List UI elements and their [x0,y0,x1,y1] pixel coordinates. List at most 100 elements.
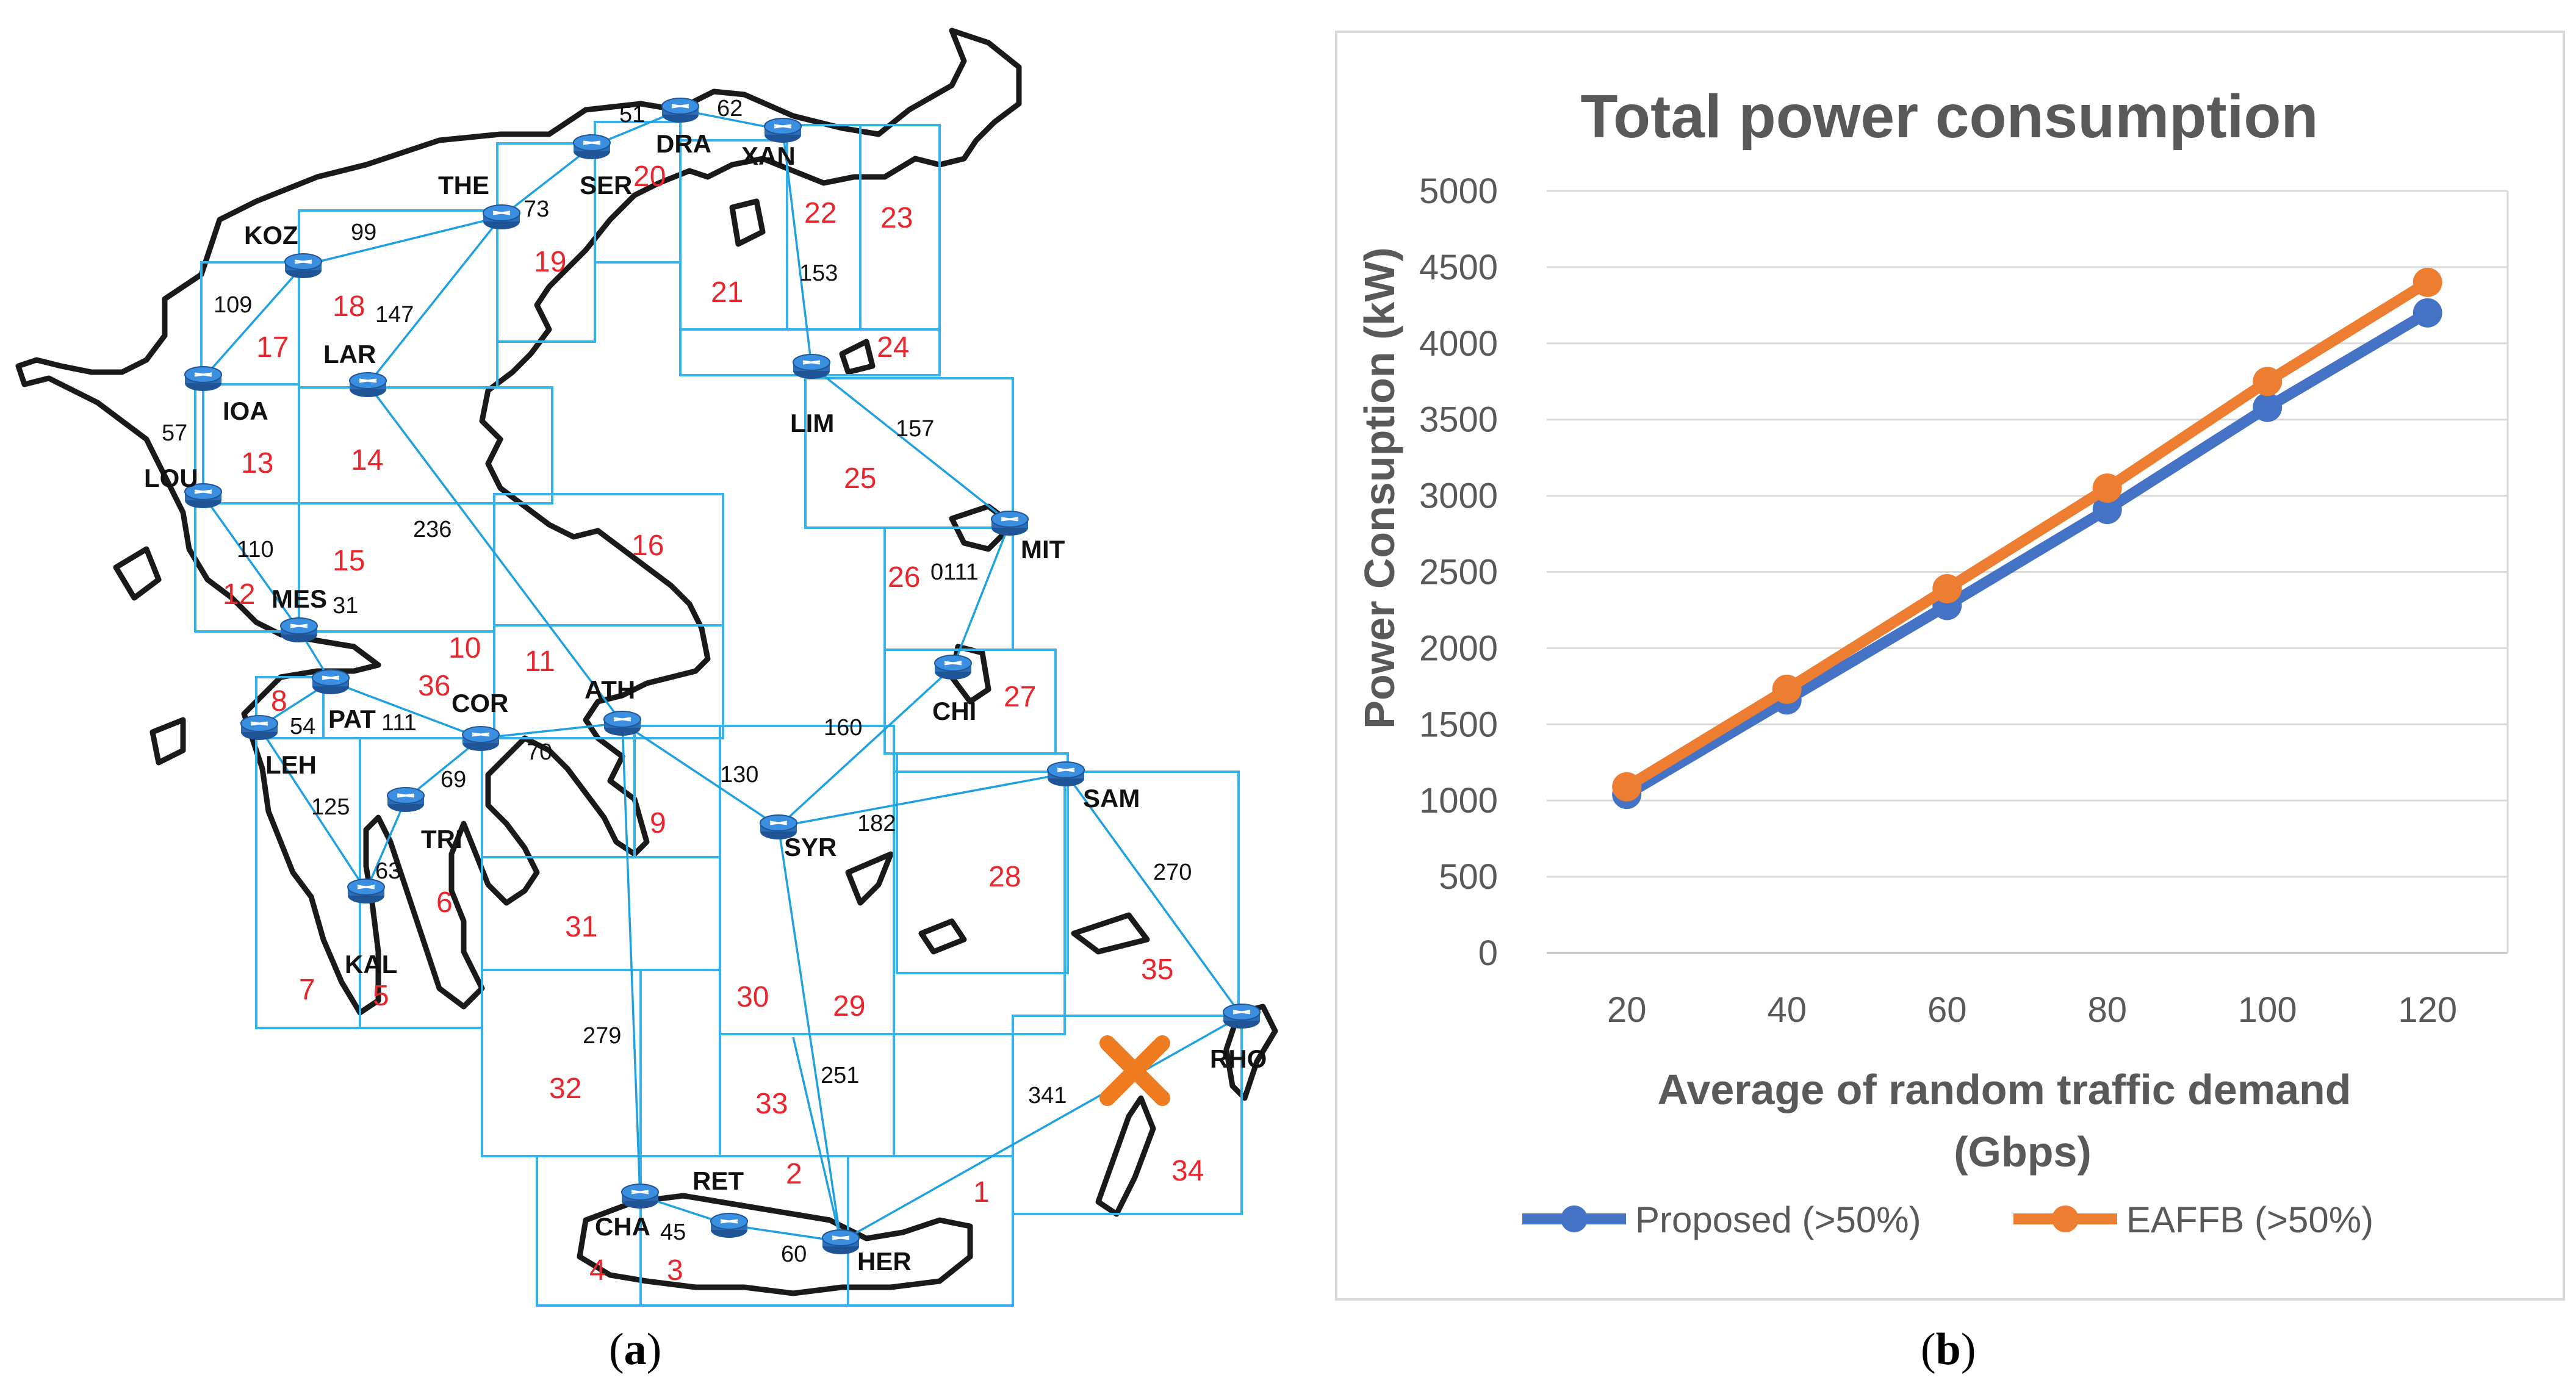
y-tick-label: 3500 [1419,400,1498,440]
link-distance: 270 [1153,860,1192,885]
link-distance: 54 [290,714,315,739]
region-labels: 1 2 3 4 5 6 7 8 9 10 11 12 13 14 15 16 1… [223,160,1204,1287]
link-distance: 236 [413,517,452,542]
region-label: 16 [631,530,664,562]
router-icon [184,366,222,391]
data-point [2412,298,2442,328]
x-tick-label: 100 [2238,990,2297,1030]
data-point [1772,674,1802,704]
map-svg: KOZ IOA LOU LAR THE SER DRA XAN LIM MIT … [15,27,1278,1307]
y-tick-label: 5000 [1419,171,1498,211]
node-label-lar: LAR [323,340,376,368]
node-label-sam: SAM [1083,784,1140,813]
region-label: 28 [988,861,1021,893]
link-distance: 69 [441,767,466,792]
region-label: 32 [549,1072,581,1105]
router-icon [1223,1004,1261,1029]
link-distance: 160 [824,715,862,741]
link-distance: 51 [619,102,645,128]
link-distance: 341 [1028,1083,1067,1108]
link-distance: 109 [214,292,252,318]
region-label: 33 [755,1088,788,1120]
node-label-mes: MES [272,584,327,613]
legend-label-proposed: Proposed (>50%) [1635,1199,1921,1240]
region-label: 24 [877,331,909,364]
failure-x-icon [1099,1035,1170,1106]
region-label: 21 [711,276,743,309]
region-label: 6 [436,886,453,919]
router-icon [793,354,830,379]
router-icon [621,1184,659,1209]
link-distance: 0111 [930,559,979,585]
x-tick-label: 120 [2398,990,2457,1030]
region-label: 17 [256,331,289,364]
region-label: 25 [844,462,876,495]
link-distance: 31 [333,593,358,619]
region-label: 7 [299,974,315,1006]
region-label: 11 [525,645,555,678]
legend-label-eaffb: EAFFB (>50%) [2126,1199,2373,1240]
router-icon [661,98,699,123]
region-label: 13 [241,447,273,480]
node-label-ath: ATH [585,675,635,704]
region-label: 30 [736,981,769,1013]
legend: Proposed (>50%) EAFFB (>50%) [1522,1199,2373,1240]
region-label: 26 [888,561,920,594]
region-label: 29 [833,990,865,1022]
link-distance: 157 [896,416,934,442]
x-tick-label: 80 [2087,990,2127,1030]
data-point [2092,473,2122,503]
x-tick-label: 20 [1607,990,1647,1030]
caption-a: (a) [609,1324,662,1374]
region-label: 2 [786,1158,802,1190]
x-tick-label: 40 [1767,990,1807,1030]
node-label-ser: SER [580,171,632,199]
network-links [202,109,1243,1243]
x-axis-label-line2: (Gbps) [1954,1128,2092,1176]
node-label-koz: KOZ [244,221,298,250]
y-tick-label: 2500 [1419,553,1498,592]
router-icon [710,1213,748,1238]
caption-b: (b) [1921,1324,1976,1374]
link-distance: 130 [720,762,758,788]
y-tick-label: 4500 [1419,248,1498,287]
router-icon [347,878,385,904]
legend-marker-eaffb [2052,1205,2079,1232]
node-label-xan: XAN [741,142,796,170]
greece-network-map: KOZ IOA LOU LAR THE SER DRA XAN LIM MIT … [15,27,1278,1307]
y-axis-label: Power Consuption (kW) [1356,247,1403,728]
router-icon [349,372,387,397]
series-line-proposed [1624,308,2431,799]
region-label: 8 [271,685,287,717]
y-tick-label: 1500 [1419,705,1498,744]
region-label: 3 [667,1254,683,1287]
region-label: 18 [333,290,365,323]
region-label: 23 [880,202,913,234]
region-label: 31 [565,911,597,943]
coastline [15,27,1278,1296]
link-distance: 57 [162,420,187,446]
node-labels: KOZ IOA LOU LAR THE SER DRA XAN LIM MIT … [144,129,1267,1276]
node-label-cha: CHA [595,1212,650,1241]
region-label: 4 [589,1254,606,1287]
region-label: 36 [418,670,450,702]
link-distance: 251 [821,1063,859,1088]
node-label-pat: PAT [328,705,376,733]
link-distance: 182 [857,811,896,836]
router-icon [462,726,500,751]
router-icon [280,617,318,642]
node-label-cor: COR [452,689,508,717]
router-icon [312,669,350,694]
y-tick-label: 3000 [1419,476,1498,516]
y-tick-label: 4000 [1419,324,1498,364]
router-icon [184,483,222,508]
router-icon [822,1229,860,1254]
link-distance: 45 [660,1220,686,1245]
data-point [2253,392,2283,422]
router-icon [387,787,425,812]
y-tick-label: 2000 [1419,628,1498,668]
region-label: 1 [973,1176,990,1209]
link-distance: 125 [311,794,350,820]
link-distance: 99 [351,220,376,245]
